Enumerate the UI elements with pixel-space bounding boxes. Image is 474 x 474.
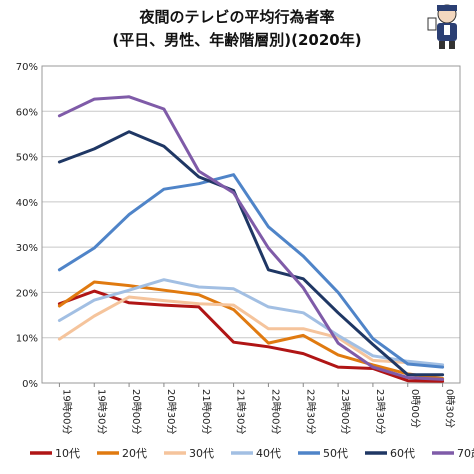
legend-entry: 30代	[189, 447, 214, 460]
x-tick-label: 20時00分	[130, 389, 142, 434]
y-tick-label: 50%	[16, 153, 38, 164]
x-tick-label: 21時30分	[235, 389, 247, 434]
x-tick-label: 0時30分	[444, 389, 456, 428]
x-tick-label: 22時30分	[304, 389, 316, 434]
x-tick-label: 22時00分	[269, 389, 281, 434]
x-tick-label: 21時00分	[200, 389, 212, 434]
series-line-20代	[57, 280, 445, 380]
chart-title: 夜間のテレビの平均行為者率	[139, 8, 335, 26]
series-line-40代	[57, 278, 445, 367]
y-tick-label: 30%	[16, 243, 38, 254]
y-tick-label: 60%	[16, 107, 38, 118]
x-tick-label: 0時00分	[409, 389, 421, 428]
plot-area	[41, 65, 461, 384]
chart-subtitle: (平日、男性、年齢階層別)(2020年)	[112, 31, 362, 49]
legend-entry: 20代	[122, 447, 147, 460]
y-tick-label: 0%	[22, 379, 38, 390]
x-tick-label: 23時00分	[339, 389, 351, 434]
mascot-illustration	[427, 4, 457, 49]
x-tick-label: 20時30分	[165, 389, 177, 434]
y-tick-label: 40%	[16, 198, 38, 209]
legend-entry: 60代	[390, 447, 415, 460]
series-line-70歳以上	[57, 95, 445, 381]
series-line-30代	[57, 295, 445, 368]
series-line-50代	[57, 173, 445, 369]
series-line-60代	[57, 130, 445, 377]
legend-entry: 10代	[55, 447, 80, 460]
x-tick-label: 23時30分	[374, 389, 386, 434]
legend-entry: 40代	[256, 447, 281, 460]
y-tick-label: 10%	[16, 334, 38, 345]
y-tick-label: 20%	[16, 288, 38, 299]
y-tick-label: 70%	[16, 62, 38, 73]
legend-entry: 50代	[323, 447, 348, 460]
legend-entry: 70歳以上	[457, 447, 474, 460]
x-tick-label: 19時30分	[95, 389, 107, 434]
x-tick-label: 19時00分	[60, 389, 72, 434]
